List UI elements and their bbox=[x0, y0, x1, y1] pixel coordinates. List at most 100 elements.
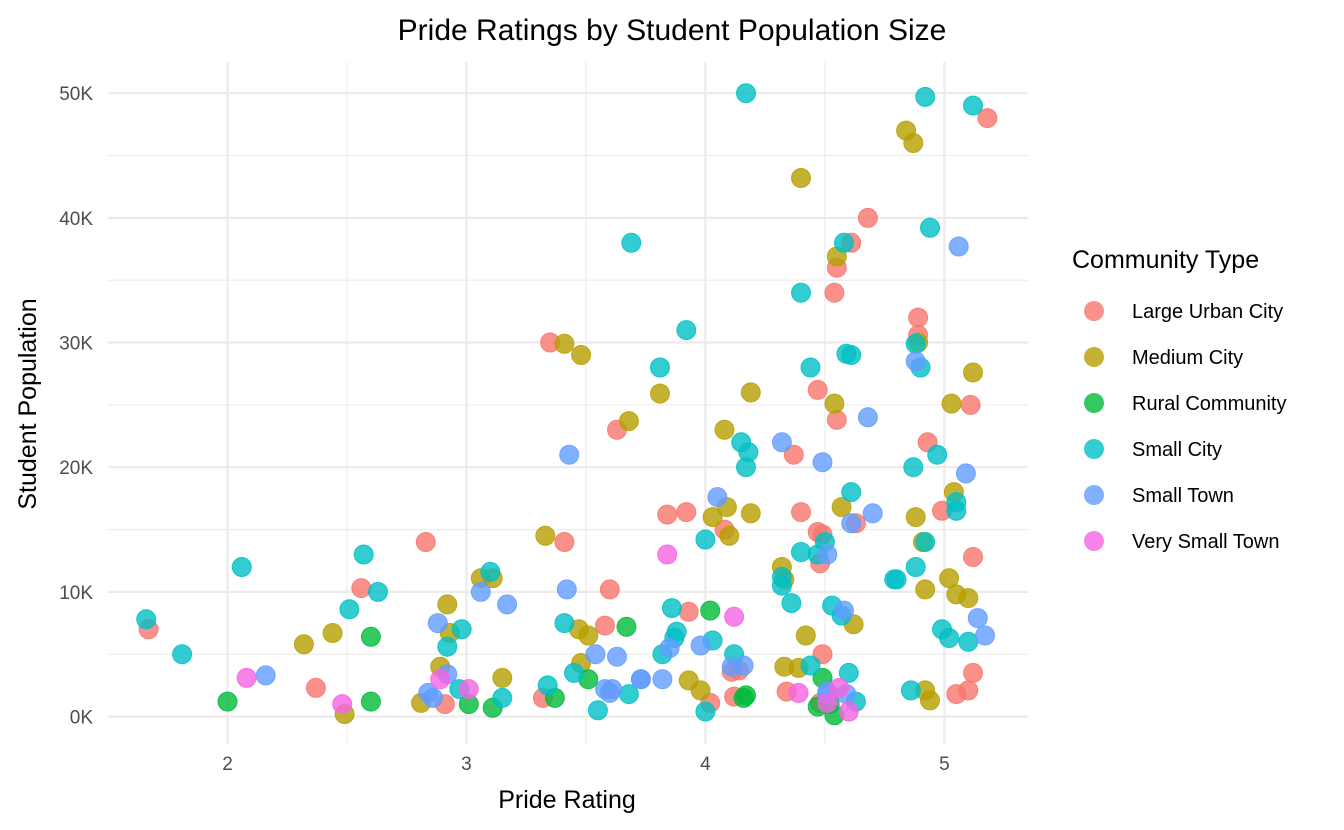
point-small-town bbox=[967, 608, 988, 629]
point-large-urban-city bbox=[676, 502, 697, 523]
point-small-city bbox=[900, 680, 921, 701]
point-medium-city bbox=[795, 625, 816, 646]
point-medium-city bbox=[941, 393, 962, 414]
point-medium-city bbox=[571, 345, 592, 365]
point-rural-community bbox=[217, 691, 238, 712]
point-small-city bbox=[136, 609, 157, 630]
legend: Community Type Large Urban City Medium Ci… bbox=[1072, 246, 1286, 553]
point-large-urban-city bbox=[678, 601, 699, 622]
legend-label-very-small-town: Very Small Town bbox=[1132, 531, 1279, 553]
point-medium-city bbox=[963, 362, 983, 383]
point-medium-city bbox=[702, 507, 723, 528]
point-small-town bbox=[812, 452, 833, 473]
point-small-town bbox=[423, 687, 443, 708]
point-medium-city bbox=[690, 680, 711, 701]
point-large-urban-city bbox=[908, 307, 929, 328]
grid-lines bbox=[108, 62, 1028, 744]
data-points bbox=[136, 83, 998, 726]
point-small-city bbox=[838, 662, 859, 683]
point-medium-city bbox=[714, 419, 735, 440]
point-small-city bbox=[841, 482, 862, 503]
point-small-town bbox=[817, 544, 838, 565]
y-tick-label: 10K bbox=[59, 583, 93, 604]
point-small-town bbox=[857, 407, 878, 428]
point-rural-community bbox=[700, 600, 721, 621]
point-large-urban-city bbox=[960, 394, 981, 415]
point-small-town bbox=[948, 236, 969, 257]
point-large-urban-city bbox=[824, 282, 845, 303]
point-very-small-town bbox=[430, 669, 451, 690]
y-axis-ticks: 0K 10K 20K 30K 40K 50K bbox=[59, 84, 93, 728]
point-very-small-town bbox=[788, 682, 809, 703]
point-large-urban-city bbox=[857, 207, 878, 228]
point-small-city bbox=[695, 529, 716, 550]
point-small-city bbox=[791, 542, 811, 562]
point-small-city bbox=[554, 613, 575, 634]
point-small-town bbox=[955, 463, 976, 484]
point-medium-city bbox=[958, 588, 979, 609]
point-small-town bbox=[771, 432, 792, 453]
legend-label-large-urban-city: Large Urban City bbox=[1132, 301, 1283, 323]
point-very-small-town bbox=[838, 701, 859, 722]
point-small-city bbox=[353, 544, 374, 565]
point-large-urban-city bbox=[783, 444, 804, 465]
point-small-city bbox=[841, 345, 862, 365]
point-medium-city bbox=[920, 690, 940, 711]
point-rural-community bbox=[733, 687, 754, 708]
point-medium-city bbox=[437, 594, 458, 615]
point-small-town bbox=[659, 638, 680, 658]
point-small-city bbox=[771, 566, 792, 587]
legend-key-small-town bbox=[1084, 485, 1104, 505]
x-tick-label: 2 bbox=[222, 754, 233, 775]
point-medium-city bbox=[535, 525, 556, 546]
point-small-city bbox=[927, 444, 948, 465]
point-small-city bbox=[621, 232, 642, 253]
point-small-city bbox=[800, 357, 821, 378]
point-small-town bbox=[862, 503, 883, 524]
y-tick-label: 40K bbox=[59, 209, 93, 230]
point-small-town bbox=[841, 513, 862, 534]
point-small-town bbox=[733, 655, 754, 676]
point-small-city bbox=[958, 631, 979, 652]
chart-title: Pride Ratings by Student Population Size bbox=[398, 14, 947, 47]
point-very-small-town bbox=[817, 692, 838, 713]
point-small-city bbox=[915, 86, 936, 107]
point-large-urban-city bbox=[415, 532, 436, 552]
point-large-urban-city bbox=[657, 504, 678, 525]
point-very-small-town bbox=[657, 544, 678, 565]
point-small-town bbox=[975, 625, 995, 646]
point-small-city bbox=[339, 599, 360, 620]
y-tick-label: 50K bbox=[59, 84, 93, 105]
point-small-city bbox=[939, 628, 960, 648]
x-axis-title: Pride Rating bbox=[498, 786, 636, 814]
point-medium-city bbox=[791, 168, 811, 188]
point-large-urban-city bbox=[599, 579, 620, 600]
point-very-small-town bbox=[724, 606, 745, 627]
point-medium-city bbox=[903, 133, 924, 153]
point-small-city bbox=[736, 83, 756, 104]
point-small-city bbox=[905, 333, 926, 354]
point-medium-city bbox=[824, 393, 845, 414]
point-rural-community bbox=[360, 691, 381, 712]
point-small-town bbox=[652, 669, 673, 690]
y-axis-title: Student Population bbox=[14, 298, 42, 509]
legend-label-small-town: Small Town bbox=[1132, 485, 1234, 507]
point-small-city bbox=[905, 557, 926, 577]
point-medium-city bbox=[322, 623, 343, 643]
x-tick-label: 4 bbox=[700, 754, 711, 775]
point-medium-city bbox=[740, 382, 761, 403]
y-tick-label: 0K bbox=[70, 708, 94, 729]
point-medium-city bbox=[578, 625, 599, 646]
legend-key-very-small-town bbox=[1084, 531, 1104, 551]
point-small-city bbox=[920, 217, 940, 238]
point-medium-city bbox=[831, 497, 852, 518]
point-small-city bbox=[661, 598, 682, 619]
legend-label-small-city: Small City bbox=[1132, 439, 1222, 461]
point-large-urban-city bbox=[807, 379, 828, 400]
point-small-city bbox=[480, 561, 501, 582]
point-rural-community bbox=[616, 616, 637, 637]
point-small-city bbox=[781, 593, 802, 614]
point-large-urban-city bbox=[946, 684, 967, 705]
legend-title: Community Type bbox=[1072, 246, 1259, 274]
point-small-city bbox=[800, 655, 821, 676]
